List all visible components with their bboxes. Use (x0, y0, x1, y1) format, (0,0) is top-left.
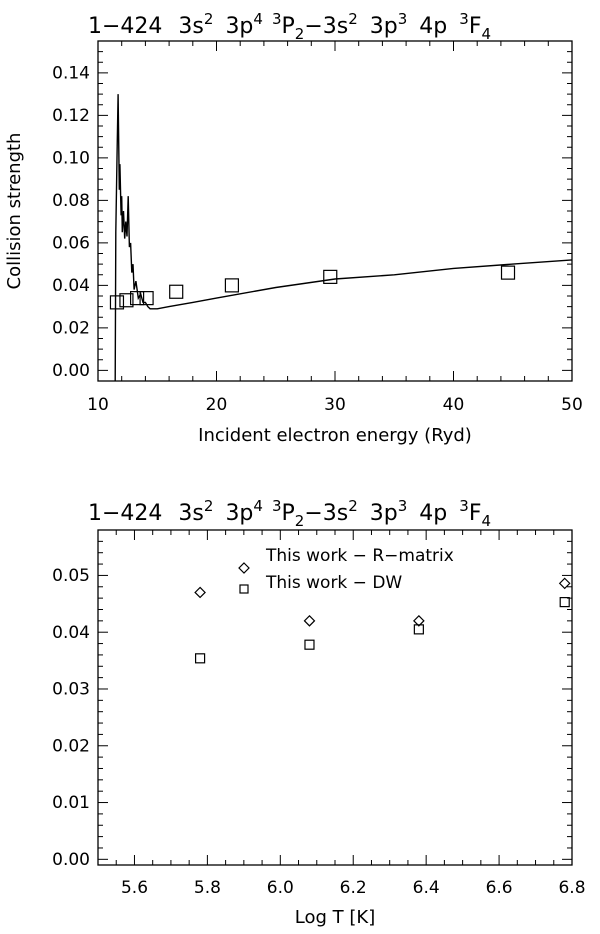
bottom-y-axis (98, 529, 572, 860)
legend-diamond-marker (238, 562, 250, 574)
bottom-chart: 1−424 3s2 3p4 3P2−3s2 3p3 4p 3F4 5.6 5.8 6.0 6… (52, 497, 585, 928)
bottom-y-tick-label-0: 0.00 (52, 850, 90, 870)
bottom-x-axis (97, 530, 573, 865)
top-y-tick-label-6: 0.12 (52, 106, 90, 126)
bottom-x-tick-label-4: 6.4 (413, 878, 440, 898)
bottom-x-tick-label-3: 6.2 (340, 878, 367, 898)
bot-rmatrix-point (558, 577, 571, 590)
top-y-tick-label-5: 0.10 (52, 149, 90, 169)
top-x-tick-label-4: 50 (561, 395, 583, 415)
bottom-x-tick-label-1: 5.8 (194, 878, 221, 898)
top-chart: 1−424 3s2 3p4 3P2−3s2 3p3 4p 3F4 10 20 30 40 5… (4, 10, 583, 446)
bot-rmatrix-point (194, 586, 206, 599)
bottom-legend: This work − R−matrix This work − DW (238, 546, 454, 594)
top-chart-title: 1−424 3s2 3p4 3P2−3s2 3p3 4p 3F4 (88, 10, 491, 43)
bottom-chart-title: 1−424 3s2 3p4 3P2−3s2 3p3 4p 3F4 (88, 497, 491, 530)
top-dw-point (169, 284, 184, 299)
top-y-axis (98, 40, 572, 371)
bot-dw-point (559, 597, 570, 608)
bottom-x-tick-label-6: 6.8 (558, 878, 585, 898)
top-y-tick-label-2: 0.04 (52, 276, 90, 296)
legend-square-marker (239, 584, 249, 594)
bottom-x-tick-label-0: 5.6 (121, 878, 148, 898)
top-x-axis-label: Incident electron energy (Ryd) (198, 425, 472, 446)
top-dw-point (224, 278, 240, 293)
top-x-tick-label-2: 30 (324, 395, 346, 415)
bottom-y-tick-label-2: 0.02 (52, 736, 90, 756)
legend-label-dw: This work − DW (265, 573, 402, 593)
top-y-tick-label-4: 0.08 (52, 191, 90, 211)
top-plot-frame (97, 40, 573, 382)
bot-rmatrix-point (413, 614, 425, 627)
bot-dw-point (413, 624, 424, 635)
top-y-tick-label-3: 0.06 (52, 234, 90, 254)
bottom-y-tick-label-1: 0.01 (52, 793, 90, 813)
bottom-data-marks (194, 577, 571, 664)
bottom-x-axis-label: Log T [K] (295, 907, 375, 928)
bot-dw-point (304, 639, 315, 650)
top-y-tick-label-7: 0.14 (52, 64, 90, 84)
bottom-y-tick-label-5: 0.05 (52, 566, 90, 586)
top-dw-point (500, 265, 516, 280)
top-data-marks (109, 94, 573, 382)
legend-label-rmatrix: This work − R−matrix (265, 546, 454, 566)
top-dw-point (119, 293, 134, 308)
bottom-y-tick-label-3: 0.03 (52, 680, 90, 700)
bottom-y-tick-label-4: 0.04 (52, 623, 90, 643)
bot-rmatrix-point (303, 614, 316, 627)
top-x-tick-label-1: 20 (206, 395, 228, 415)
bot-dw-point (194, 653, 206, 664)
top-y-tick-label-1: 0.02 (52, 319, 90, 339)
top-x-axis (97, 41, 573, 381)
top-x-tick-label-3: 40 (443, 395, 465, 415)
top-dw-point (323, 269, 338, 284)
top-y-axis-label: Collision strength (4, 133, 25, 290)
top-dw-point (139, 291, 154, 306)
top-dw-point (130, 291, 145, 306)
bottom-x-tick-label-2: 6.0 (267, 878, 294, 898)
top-x-tick-label-0: 10 (87, 395, 109, 415)
top-y-tick-label-0: 0.00 (52, 361, 90, 381)
bottom-x-tick-label-5: 6.6 (486, 878, 513, 898)
top-series-rmatrix-line (114, 94, 573, 382)
top-dw-point (109, 295, 125, 310)
